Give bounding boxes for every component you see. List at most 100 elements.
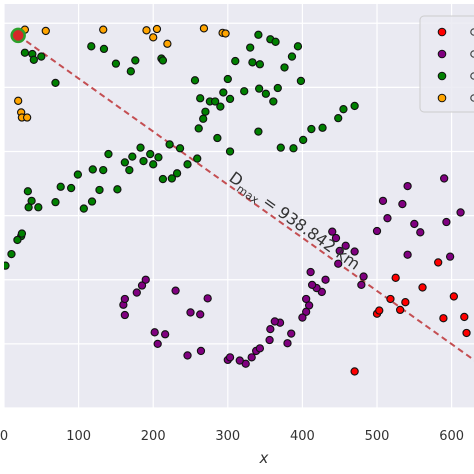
legend-marker bbox=[437, 49, 447, 59]
data-point bbox=[23, 187, 33, 196]
data-point bbox=[17, 229, 27, 238]
data-point bbox=[434, 258, 443, 267]
data-point bbox=[136, 143, 145, 152]
data-point bbox=[287, 329, 296, 338]
legend-marker bbox=[437, 71, 447, 81]
data-point bbox=[37, 52, 46, 61]
data-point bbox=[357, 280, 366, 290]
x-tick-label: 400 bbox=[290, 429, 315, 444]
data-point bbox=[350, 367, 359, 376]
data-point bbox=[87, 42, 96, 51]
data-point bbox=[149, 160, 158, 169]
data-point bbox=[120, 294, 130, 304]
data-point bbox=[34, 203, 43, 212]
data-point bbox=[231, 56, 240, 66]
data-point bbox=[120, 310, 130, 320]
data-point bbox=[154, 153, 163, 162]
legend bbox=[419, 15, 474, 113]
data-point bbox=[378, 196, 388, 206]
data-point bbox=[283, 339, 292, 348]
data-point bbox=[99, 25, 108, 34]
x-tick-label: 600 bbox=[439, 429, 464, 444]
data-point bbox=[225, 94, 235, 104]
data-point bbox=[223, 74, 232, 84]
data-point bbox=[219, 88, 228, 97]
x-tick-label: 0 bbox=[0, 429, 8, 444]
x-tick-label: 100 bbox=[66, 429, 91, 444]
data-point bbox=[235, 356, 244, 365]
data-point bbox=[331, 233, 341, 243]
legend-box bbox=[419, 15, 474, 113]
data-point bbox=[165, 140, 174, 149]
data-point bbox=[128, 152, 137, 161]
data-point bbox=[341, 241, 350, 250]
data-point bbox=[386, 294, 395, 304]
distance-line bbox=[17, 34, 474, 362]
x-tick-label: 500 bbox=[365, 429, 390, 444]
data-point bbox=[225, 147, 235, 156]
data-point bbox=[307, 280, 317, 290]
data-point bbox=[276, 143, 285, 152]
data-point bbox=[449, 292, 459, 301]
data-point bbox=[51, 198, 60, 207]
data-point bbox=[247, 353, 256, 362]
data-point bbox=[321, 275, 330, 284]
x-axis-label: x bbox=[259, 449, 269, 467]
legend-marker bbox=[437, 27, 447, 37]
distance-line-layer bbox=[17, 34, 474, 362]
data-point bbox=[99, 165, 108, 175]
data-point bbox=[146, 149, 155, 159]
data-point bbox=[254, 30, 263, 39]
data-point bbox=[383, 214, 392, 223]
data-point bbox=[240, 87, 249, 96]
data-point bbox=[439, 314, 448, 323]
data-point bbox=[87, 197, 97, 206]
data-point bbox=[280, 63, 289, 72]
data-point bbox=[66, 183, 76, 193]
data-point bbox=[99, 44, 109, 54]
data-point bbox=[442, 217, 451, 227]
data-point bbox=[306, 267, 315, 277]
data-point bbox=[73, 170, 83, 179]
data-point bbox=[203, 294, 212, 303]
data-point bbox=[296, 76, 306, 86]
data-point bbox=[440, 174, 449, 183]
data-point bbox=[22, 113, 32, 122]
data-point bbox=[14, 96, 23, 105]
data-point bbox=[88, 165, 97, 174]
data-point bbox=[395, 305, 405, 315]
data-point bbox=[56, 182, 65, 191]
data-point bbox=[289, 144, 298, 153]
data-point bbox=[375, 306, 384, 315]
data-point bbox=[199, 114, 208, 123]
data-point bbox=[41, 26, 50, 36]
highlight-layer bbox=[10, 27, 26, 44]
data-point bbox=[462, 328, 471, 338]
data-point bbox=[391, 273, 400, 282]
data-point bbox=[273, 83, 282, 93]
data-point bbox=[79, 204, 88, 213]
data-point bbox=[137, 281, 147, 290]
data-point bbox=[186, 308, 195, 317]
data-point bbox=[196, 346, 206, 356]
data-point bbox=[199, 24, 209, 33]
data-point bbox=[298, 313, 307, 322]
data-point bbox=[150, 328, 159, 337]
data-point bbox=[418, 283, 427, 292]
data-point bbox=[183, 160, 192, 169]
data-point bbox=[152, 24, 162, 34]
data-point bbox=[216, 102, 225, 111]
data-point bbox=[445, 252, 455, 261]
data-point bbox=[194, 124, 203, 133]
data-point bbox=[293, 42, 303, 51]
data-point bbox=[350, 247, 359, 256]
data-point bbox=[269, 97, 278, 106]
data-point bbox=[410, 219, 419, 229]
data-point bbox=[113, 185, 122, 194]
data-point bbox=[141, 275, 150, 284]
data-point bbox=[201, 107, 210, 116]
data-point bbox=[20, 48, 30, 57]
data-point bbox=[335, 246, 344, 256]
data-point bbox=[160, 330, 170, 339]
